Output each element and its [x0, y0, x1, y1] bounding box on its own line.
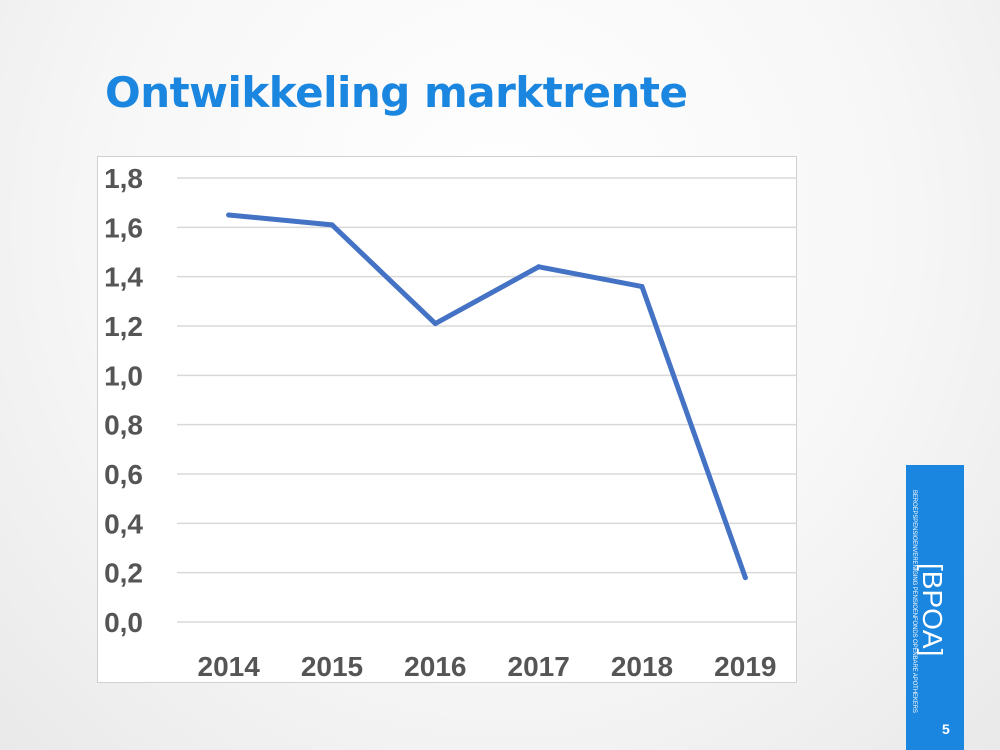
y-tick-label: 1,2: [104, 311, 143, 342]
x-tick-label: 2016: [404, 651, 466, 682]
data-point: [639, 284, 645, 290]
line-chart: 0,0 0,2 0,4 0,6 0,8 1,0 1,2 1,4 1,6 1,8 2014 2015 20…: [104, 163, 797, 682]
page-number: 5: [942, 721, 950, 737]
y-tick-label: 1,8: [104, 163, 143, 194]
x-tick-label: 2018: [611, 651, 673, 682]
series-line: [226, 212, 748, 581]
y-tick-label: 0,8: [104, 410, 143, 441]
y-tick-label: 0,4: [104, 508, 143, 539]
x-tick-label: 2019: [714, 651, 776, 682]
data-point: [432, 321, 438, 327]
brand-tagline: BEROEPSPENSIOENVERENIGING PENSIOENFONDS …: [911, 490, 917, 713]
data-point: [329, 222, 335, 228]
brand-logo-text: [BPOA]: [917, 563, 948, 657]
chart-area: 0,0 0,2 0,4 0,6 0,8 1,0 1,2 1,4 1,6 1,8 2014 2015 20…: [97, 156, 797, 683]
y-tick-label: 1,0: [104, 360, 143, 391]
y-tick-label: 0,6: [104, 459, 143, 490]
y-tick-label: 0,2: [104, 558, 143, 589]
y-tick-label: 1,6: [104, 212, 143, 243]
y-tick-label: 0,0: [104, 607, 143, 638]
x-tick-label: 2017: [508, 651, 570, 682]
x-tick-label: 2014: [198, 651, 261, 682]
y-tick-label: 1,4: [104, 262, 143, 293]
slide-title: Ontwikkeling marktrente: [105, 68, 688, 117]
data-point: [226, 212, 232, 218]
x-tick-label: 2015: [301, 651, 363, 682]
brand-sidebar: [906, 465, 964, 750]
data-point: [742, 575, 748, 581]
data-point: [536, 264, 542, 270]
